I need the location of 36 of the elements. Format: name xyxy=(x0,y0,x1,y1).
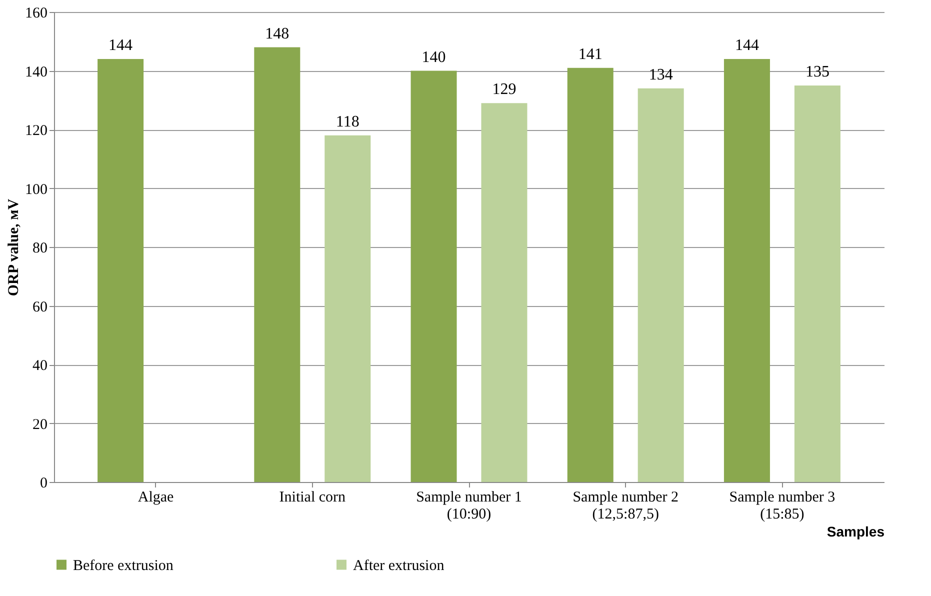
y-axis-title: ORP value, мV xyxy=(6,198,22,296)
bar xyxy=(794,85,840,482)
x-tick-label: Sample number 3 (15:85) xyxy=(729,490,836,522)
x-tick-label: Initial corn xyxy=(279,490,346,506)
legend-label: Before extrusion xyxy=(73,558,174,574)
bar xyxy=(98,59,144,482)
bar xyxy=(481,103,528,482)
data-label: 148 xyxy=(265,25,290,42)
y-tick-label: 40 xyxy=(32,358,48,374)
data-label: 129 xyxy=(492,81,516,98)
y-tick-label: 160 xyxy=(25,6,48,22)
data-label: 134 xyxy=(648,66,673,84)
bar xyxy=(567,68,614,482)
bar xyxy=(638,88,684,482)
y-tick-label: 140 xyxy=(25,64,48,80)
bar xyxy=(324,135,371,482)
data-label: 135 xyxy=(805,63,830,80)
bar xyxy=(254,47,300,482)
bar xyxy=(410,70,457,482)
y-tick-label: 120 xyxy=(25,123,48,139)
bar xyxy=(724,59,770,482)
legend-label: After extrusion xyxy=(353,558,445,574)
y-tick-label: 0 xyxy=(40,476,48,492)
x-axis-title: Samples xyxy=(826,524,885,540)
x-tick-label: Algae xyxy=(138,490,174,506)
data-label: 144 xyxy=(734,37,759,54)
data-label: 118 xyxy=(336,113,360,130)
data-label: 140 xyxy=(422,48,446,66)
data-label: 144 xyxy=(108,37,133,54)
x-tick-label: Sample number 2 (12,5:87,5) xyxy=(572,490,679,522)
y-tick-label: 20 xyxy=(32,416,48,433)
data-label: 141 xyxy=(578,46,602,63)
x-tick-label: Sample number 1 (10:90) xyxy=(416,490,522,522)
y-tick-label: 80 xyxy=(32,240,48,256)
y-tick-label: 60 xyxy=(32,299,48,316)
y-tick-label: 100 xyxy=(25,182,48,198)
